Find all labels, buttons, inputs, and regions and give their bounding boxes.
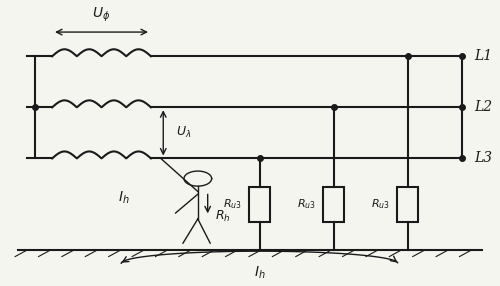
FancyBboxPatch shape [323,187,344,222]
Text: $R_{u3}$: $R_{u3}$ [223,197,242,211]
Text: $U_\phi$: $U_\phi$ [92,6,110,24]
Text: L3: L3 [474,151,492,165]
Text: $R_h$: $R_h$ [214,209,230,224]
Text: $U_\lambda$: $U_\lambda$ [176,125,191,140]
Text: $I_h$: $I_h$ [254,265,266,281]
FancyBboxPatch shape [249,187,270,222]
Text: L1: L1 [474,49,492,63]
Text: $I_h$: $I_h$ [118,189,130,206]
Text: L2: L2 [474,100,492,114]
Text: $R_{u3}$: $R_{u3}$ [297,197,316,211]
FancyBboxPatch shape [398,187,418,222]
Text: $R_{u3}$: $R_{u3}$ [371,197,390,211]
